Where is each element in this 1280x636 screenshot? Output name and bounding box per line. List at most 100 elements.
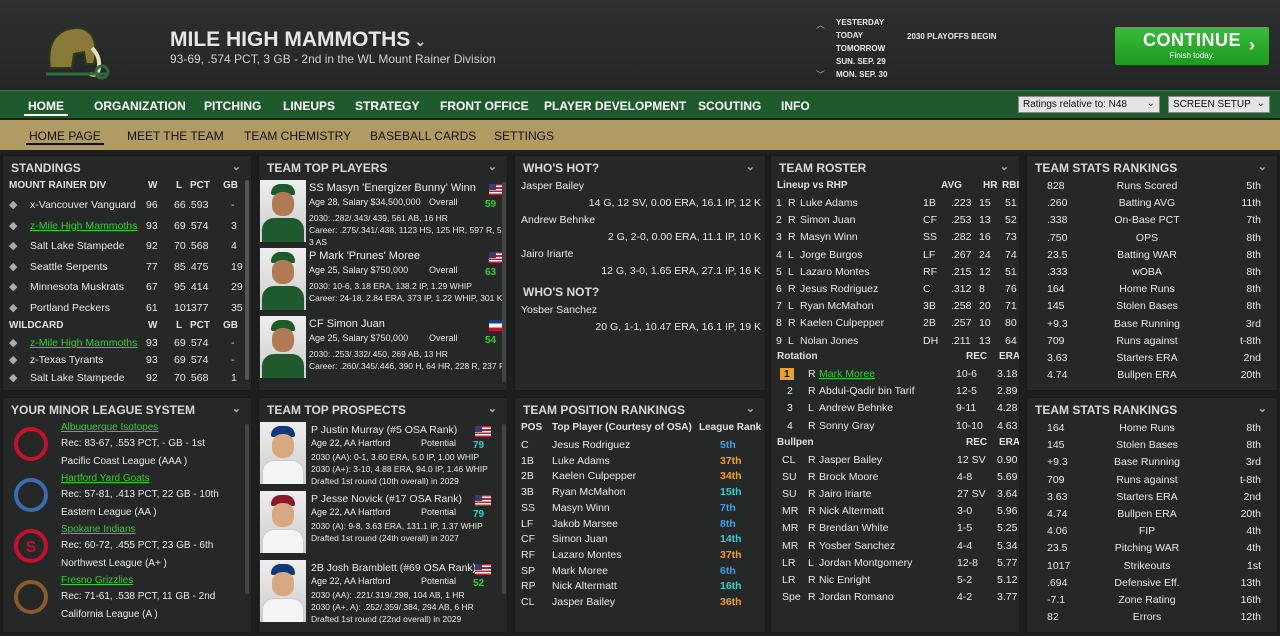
chevron-down-icon[interactable]: ⌄ [745, 403, 755, 415]
lineup-row[interactable]: 8 R Kaelen Culpepper 2B .257 10 80 [771, 317, 1019, 333]
position-row[interactable]: 1B Luke Adams 37th [515, 455, 765, 471]
top-players-scrollbar[interactable] [502, 182, 506, 382]
rotation-row[interactable]: 2 R Abdul-Qadir bin Tarif 12-5 2.89 [771, 385, 1019, 401]
bullpen-row[interactable]: SU R Jairo Iriarte 27 SV 3.64 [771, 488, 1019, 504]
player-photo[interactable] [260, 180, 306, 242]
player-photo[interactable] [260, 248, 306, 310]
player-photo[interactable] [260, 316, 306, 378]
position-row[interactable]: SS Masyn Winn 7th [515, 502, 765, 518]
lineup-row[interactable]: 2 R Simon Juan CF .253 13 52 [771, 214, 1019, 230]
position-row[interactable]: 3B Ryan McMahon 15th [515, 486, 765, 502]
lineup-row[interactable]: 3 R Masyn Winn SS .282 16 73 [771, 231, 1019, 247]
chevron-down-icon[interactable]: ⌄ [745, 161, 755, 173]
position-row[interactable]: RP Nick Altermatt 16th [515, 580, 765, 596]
not-player-name[interactable]: Yosber Sanchez [521, 304, 598, 316]
nav-strategy[interactable]: STRATEGY [355, 99, 420, 113]
standings-row[interactable]: ◆ x-Vancouver Vanguard 96 66.593 - [3, 199, 243, 215]
player-name[interactable]: CF Simon Juan [309, 318, 385, 330]
hot-player-name[interactable]: Jairo Iriarte [521, 248, 574, 260]
bullpen-row[interactable]: LR L Jordan Montgomery 12-8 5.77 [771, 557, 1019, 573]
prospect-name[interactable]: 2B Josh Bramblett (#69 OSA Rank) [311, 562, 477, 574]
nav-organization[interactable]: ORGANIZATION [94, 99, 186, 113]
rotation-row[interactable]: 1 R Mark Moree 10-6 3.18 [771, 368, 1019, 384]
nav-info[interactable]: INFO [781, 99, 810, 113]
lineup-row[interactable]: 7 L Ryan McMahon 3B .258 20 71 [771, 300, 1019, 316]
continue-button[interactable]: CONTINUE Finish today. › [1115, 27, 1269, 65]
standings-row[interactable]: ◆ Portland Peckers 61 101.377 35 [3, 302, 243, 318]
position-row[interactable]: RF Lazaro Montes 37th [515, 549, 765, 565]
nav-scouting[interactable]: SCOUTING [698, 99, 762, 113]
chevron-down-icon[interactable]: ⌄ [487, 161, 497, 173]
prospect-photo[interactable] [260, 491, 306, 553]
position-row[interactable]: CL Jasper Bailey 36th [515, 596, 765, 612]
hot-player-name[interactable]: Andrew Behnke [521, 214, 596, 226]
lineup-row[interactable]: 1 R Luke Adams 1B .223 15 51 [771, 197, 1019, 213]
position-row[interactable]: LF Jakob Marsee 8th [515, 518, 765, 534]
chevron-down-icon[interactable]: ⌄ [231, 161, 241, 173]
position-row[interactable]: 2B Kaelen Culpepper 34th [515, 470, 765, 486]
date-up-arrow-icon[interactable]: ︿ [816, 20, 826, 30]
subnav-meet-the-team[interactable]: MEET THE TEAM [127, 129, 224, 143]
date-down-arrow-icon[interactable]: ﹀ [816, 70, 826, 80]
standings-row[interactable]: ◆ z-Mile High Mammoths 93 69.574 3 [3, 220, 243, 236]
date-sun[interactable]: SUN. SEP. 29 [836, 57, 886, 66]
minor-team-name[interactable]: Fresno Grizzlies [61, 575, 134, 586]
ratings-relative-select[interactable]: Ratings relative to: N48 ⌄ [1018, 96, 1160, 113]
player-name[interactable]: SS Masyn 'Energizer Bunny' Winn [309, 182, 476, 194]
prospect-photo[interactable] [260, 422, 306, 484]
rotation-row[interactable]: 3 L Andrew Behnke 9-11 4.28 [771, 402, 1019, 418]
standings-row[interactable]: ◆ z-Texas Tyrants 93 69.574 - [3, 354, 243, 370]
lineup-row[interactable]: 4 L Jorge Burgos LF .267 24 74 [771, 249, 1019, 265]
hot-player-name[interactable]: Jasper Bailey [521, 180, 585, 192]
position-row[interactable]: CF Simon Juan 14th [515, 533, 765, 549]
rotation-row[interactable]: 4 R Sonny Gray 10-10 4.63 [771, 420, 1019, 436]
date-mon[interactable]: MON. SEP. 30 [836, 70, 888, 79]
bullpen-row[interactable]: LR R Nic Enright 5-2 5.12 [771, 574, 1019, 590]
prospect-photo[interactable] [260, 560, 306, 622]
subnav-home-page[interactable]: HOME PAGE [26, 129, 104, 145]
chevron-down-icon[interactable]: ⌄ [231, 403, 241, 415]
minor-team-name[interactable]: Albuquerque Isotopes [61, 422, 159, 433]
lineup-row[interactable]: 5 L Lazaro Montes RF .215 12 51 [771, 266, 1019, 282]
bullpen-row[interactable]: CL R Jasper Bailey 12 SV 0.90 [771, 454, 1019, 470]
bullpen-row[interactable]: MR R Yosber Sanchez 4-4 5.34 [771, 540, 1019, 556]
player-name[interactable]: P Mark 'Prunes' Moree [309, 250, 420, 262]
screen-setup-select[interactable]: SCREEN SETUP ⌄ [1168, 96, 1270, 113]
minor-league-scrollbar[interactable] [245, 424, 249, 594]
top-prospects-scrollbar[interactable] [502, 424, 506, 594]
prospect-name[interactable]: P Jesse Novick (#17 OSA Rank) [311, 493, 462, 505]
rotation-player[interactable]: Mark Moree [819, 368, 876, 380]
bullpen-row[interactable]: SU R Brock Moore 4-8 5.69 [771, 471, 1019, 487]
nav-pitching[interactable]: PITCHING [204, 99, 262, 113]
minor-team-name[interactable]: Spokane Indians [61, 524, 136, 535]
bullpen-row[interactable]: MR R Brendan White 1-5 5.25 [771, 522, 1019, 538]
standings-row[interactable]: ◆ Seattle Serpents 77 85.475 19 [3, 261, 243, 277]
date-today[interactable]: TODAY [836, 31, 864, 40]
subnav-baseball-cards[interactable]: BASEBALL CARDS [370, 129, 477, 143]
bullpen-row[interactable]: MR R Nick Altermatt 3-0 5.96 [771, 505, 1019, 521]
standings-row[interactable]: ◆ Salt Lake Stampede 92 70.568 1 [3, 372, 243, 388]
nav-front-office[interactable]: FRONT OFFICE [440, 99, 529, 113]
nav-player-development[interactable]: PLAYER DEVELOPMENT [544, 99, 687, 113]
bullpen-row[interactable]: Spe R Jordan Romano 4-2 3.77 [771, 591, 1019, 607]
date-tomorrow[interactable]: TOMORROW [836, 44, 886, 53]
standings-row[interactable]: ◆ z-Mile High Mammoths 93 69.574 - [3, 337, 243, 353]
standings-team-name[interactable]: z-Mile High Mammoths [30, 219, 138, 232]
lineup-row[interactable]: 6 R Jesus Rodriguez C .312 8 76 [771, 283, 1019, 299]
subnav-settings[interactable]: SETTINGS [494, 129, 555, 143]
date-yesterday[interactable]: YESTERDAY [836, 18, 885, 27]
prospect-name[interactable]: P Justin Murray (#5 OSA Rank) [311, 424, 458, 436]
standings-scrollbar[interactable] [245, 180, 249, 380]
nav-lineups[interactable]: LINEUPS [283, 99, 336, 113]
lineup-row[interactable]: 9 L Nolan Jones DH .211 13 64 [771, 335, 1019, 351]
nav-home[interactable]: HOME [24, 99, 68, 116]
chevron-down-icon[interactable]: ⌄ [1257, 403, 1267, 415]
standings-team-name[interactable]: z-Mile High Mammoths [30, 337, 138, 349]
chevron-down-icon[interactable]: ⌄ [1257, 161, 1267, 173]
standings-row[interactable]: ◆ Salt Lake Stampede 92 70.568 4 [3, 240, 243, 256]
position-row[interactable]: SP Mark Moree 6th [515, 565, 765, 581]
standings-row[interactable]: ◆ Minnesota Muskrats 67 95.414 29 [3, 281, 243, 297]
chevron-down-icon[interactable]: ⌄ [999, 161, 1009, 173]
chevron-down-icon[interactable]: ⌄ [487, 403, 497, 415]
position-row[interactable]: C Jesus Rodriguez 5th [515, 439, 765, 455]
